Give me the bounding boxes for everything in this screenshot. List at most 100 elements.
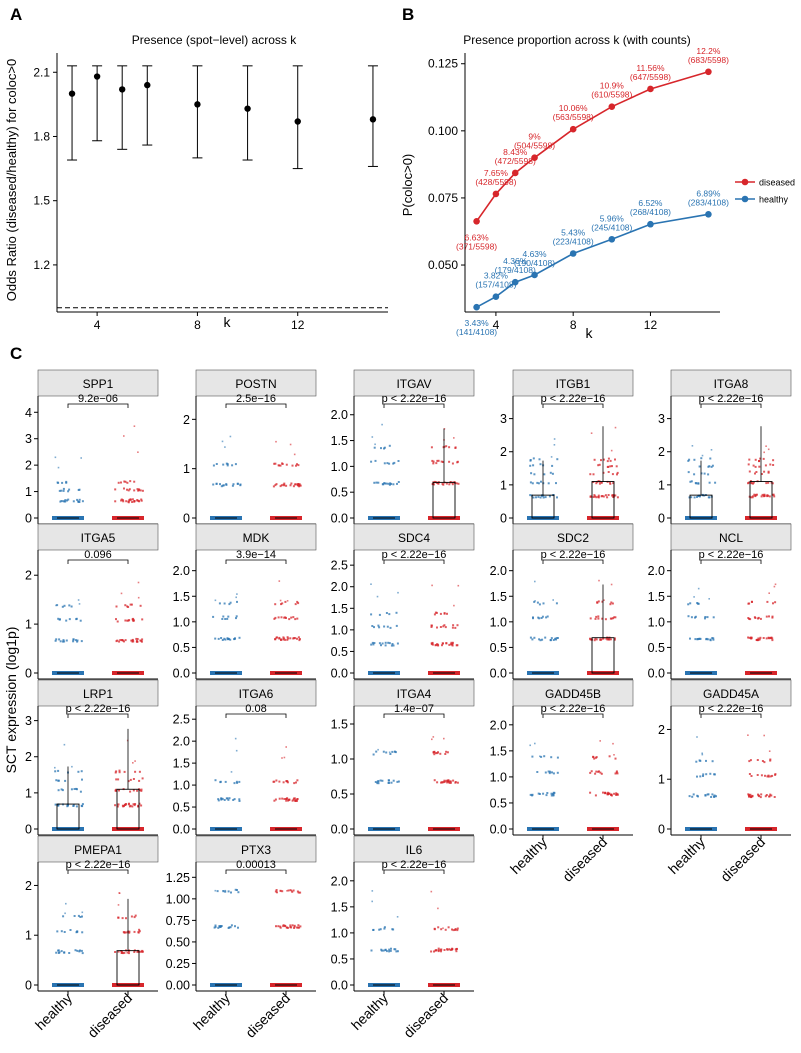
- facet-point-diseased: [760, 793, 763, 796]
- facet-point-healthy: [370, 949, 373, 952]
- facet-point-healthy: [218, 602, 221, 605]
- panel-a-ytick-label: 1.5: [33, 194, 50, 208]
- facet-point-diseased: [603, 599, 605, 601]
- facet-point-healthy: [56, 930, 59, 933]
- facet-point-diseased: [589, 473, 592, 476]
- facet-ytick-label: 0.0: [331, 512, 348, 526]
- facet-point-diseased: [608, 755, 611, 758]
- facet-box-healthy: [689, 494, 713, 519]
- facet-point-diseased: [296, 798, 299, 801]
- panel-a-point: [118, 86, 126, 93]
- facet-point-diseased: [755, 471, 758, 473]
- facet-point-diseased: [125, 500, 128, 503]
- facet-point-diseased: [441, 482, 444, 485]
- facet-point-diseased: [437, 947, 440, 950]
- facet-point-diseased: [277, 616, 280, 619]
- facet-point-diseased: [437, 950, 440, 953]
- facet-ytick-label: 1: [25, 786, 32, 800]
- facet-point-diseased: [137, 931, 140, 934]
- facet-strip: [353, 523, 475, 551]
- facet-point-diseased: [140, 788, 143, 791]
- panel-a-point: [144, 81, 151, 89]
- facet-point-healthy: [388, 948, 391, 951]
- facet-point-healthy: [529, 636, 532, 639]
- facet-bracket: [67, 713, 129, 718]
- facet-point-diseased: [602, 495, 605, 498]
- facet-point-diseased: [757, 793, 759, 796]
- facet-point-healthy: [226, 617, 229, 620]
- facet-point-diseased: [278, 580, 281, 582]
- facet-point-healthy: [543, 755, 546, 758]
- panel-b-point-diseased: [569, 125, 577, 133]
- panel-b-point-label: 11.56%: [636, 63, 665, 73]
- facet-point-diseased: [769, 775, 772, 778]
- facet-point-healthy: [552, 772, 555, 775]
- facet-point-healthy: [222, 615, 225, 618]
- facet-point-diseased: [456, 927, 459, 930]
- facet-point-diseased: [125, 917, 127, 920]
- facet-point-healthy: [70, 788, 73, 791]
- facet-point-healthy: [533, 636, 536, 639]
- facet-point-diseased: [449, 949, 452, 951]
- facet-point-healthy: [62, 915, 65, 918]
- facet-point-diseased: [430, 890, 433, 893]
- legend-label-healthy: healthy: [759, 195, 789, 205]
- facet-point-healthy: [691, 445, 694, 447]
- facet-point-diseased: [432, 736, 435, 738]
- facet-point-diseased: [432, 462, 435, 465]
- facet-point-healthy: [537, 792, 540, 795]
- facet-point-diseased: [278, 797, 281, 800]
- facet-point-diseased: [140, 950, 143, 953]
- facet-point-diseased: [613, 792, 616, 795]
- facet-point-diseased: [293, 453, 296, 456]
- facet-ytick-label: 2: [658, 723, 665, 737]
- facet-bracket: [225, 869, 287, 874]
- facet-point-healthy: [212, 464, 215, 467]
- facet-point-diseased: [138, 770, 141, 773]
- facet-point-diseased: [615, 792, 618, 795]
- facet-point-diseased: [296, 926, 298, 929]
- facet-p-value: p < 2.22e−16: [699, 703, 764, 715]
- facet-point-diseased: [132, 762, 134, 764]
- facet-point-healthy: [392, 644, 395, 647]
- facet-point-diseased: [298, 484, 301, 487]
- facet-point-diseased: [450, 641, 453, 644]
- facet-point-healthy: [217, 798, 220, 801]
- facet-point-diseased: [752, 464, 755, 467]
- facet-point-healthy: [532, 457, 535, 460]
- facet-point-diseased: [772, 493, 775, 496]
- facet-p-value: 0.08: [245, 703, 266, 715]
- facet-point-diseased: [448, 483, 451, 486]
- panel-b-xtick-label: 4: [493, 318, 500, 332]
- facet-point-healthy: [217, 637, 220, 640]
- facet-point-healthy: [543, 473, 546, 476]
- facet-point-diseased: [747, 602, 750, 605]
- facet-point-diseased: [285, 463, 288, 466]
- facet-point-healthy: [76, 949, 79, 952]
- facet-point-healthy: [538, 603, 541, 606]
- facet-ytick-label: 1.25: [166, 871, 190, 885]
- panel-c-chart: C SCT expression (log1p) SPP1 0 1 2 3 4 9.2e−0…: [3, 344, 792, 1041]
- facet-title: LRP1: [83, 687, 113, 701]
- facet-point-healthy: [57, 789, 60, 792]
- facet-point-diseased: [772, 464, 775, 466]
- panel-b-point-count: (563/5598): [553, 112, 594, 122]
- facet-ytick-label: 1.0: [173, 779, 190, 793]
- facet-point-healthy: [556, 637, 559, 639]
- facet-point-diseased: [769, 463, 772, 466]
- facet-title: GADD45A: [703, 687, 759, 701]
- facet-point-healthy: [701, 454, 704, 457]
- facet-point-healthy: [390, 644, 393, 647]
- facet-point-diseased: [129, 498, 132, 501]
- facet-point-healthy: [64, 912, 66, 915]
- facet-point-healthy: [696, 775, 698, 778]
- facet-point-healthy: [548, 772, 551, 775]
- facet-point-healthy: [224, 889, 227, 892]
- facet-point-diseased: [763, 451, 765, 454]
- facet-point-diseased: [121, 917, 124, 920]
- facet-point-healthy: [228, 603, 231, 606]
- panel-b-point-count: (428/5598): [475, 177, 516, 187]
- facet-point-diseased: [280, 603, 282, 606]
- facet-point-healthy: [544, 771, 547, 774]
- facet-point-healthy: [550, 637, 553, 640]
